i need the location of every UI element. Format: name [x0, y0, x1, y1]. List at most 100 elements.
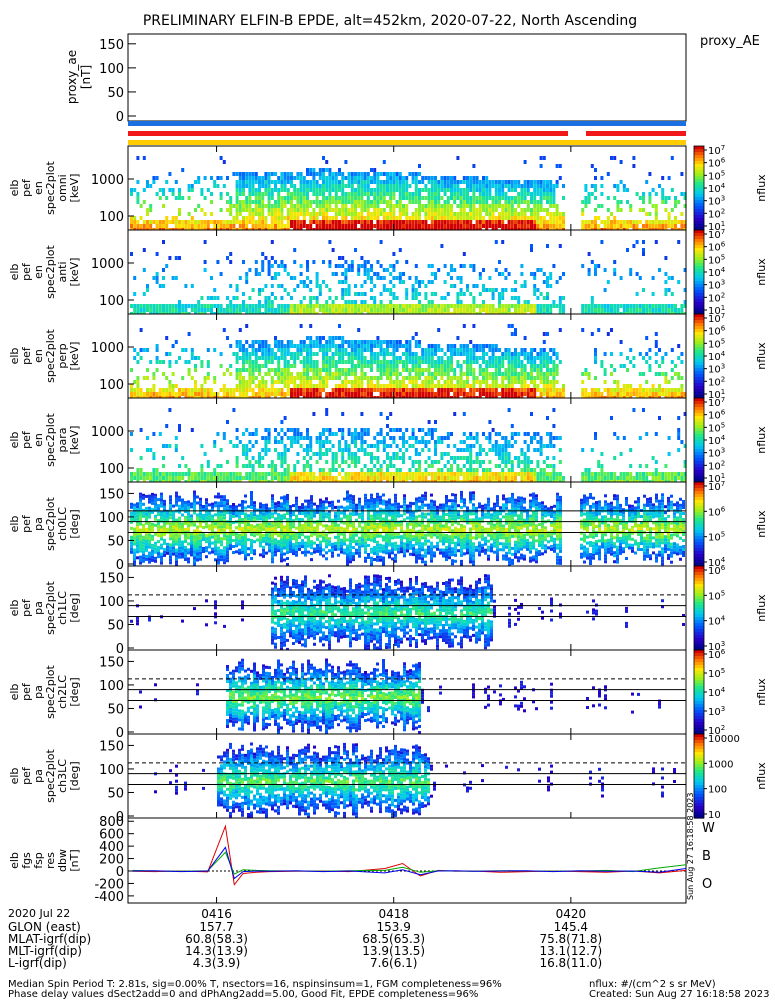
spectrogram-pixel — [648, 304, 652, 308]
spectrogram-pixel — [338, 392, 341, 396]
spectrogram-pixel — [408, 200, 412, 204]
spectrogram-pixel — [184, 220, 188, 224]
spectrogram-pixel — [536, 388, 540, 392]
spectrogram-pixel — [280, 452, 284, 456]
spectrogram-pixel — [194, 224, 197, 228]
spectrogram-pixel — [414, 468, 418, 472]
spectrogram-pixel — [664, 200, 668, 204]
spectrogram-pixel — [472, 392, 476, 396]
spectrogram-pixel — [437, 216, 441, 220]
spectrogram-pixel — [389, 224, 393, 228]
spectrogram-pixel — [370, 304, 373, 308]
spectrogram-pixel — [437, 384, 441, 388]
spectrogram-pixel — [555, 220, 559, 224]
spectrogram-pixel — [277, 208, 281, 212]
spectrogram-pixel — [366, 344, 370, 348]
spectrogram-pixel — [363, 204, 367, 208]
spectrogram-pixel — [376, 180, 380, 184]
spectrogram-pixel — [258, 208, 261, 212]
spectrogram-pixel — [440, 212, 444, 216]
spectrogram-pixel — [328, 308, 332, 312]
spectrogram-pixel — [290, 204, 293, 208]
spectrogram-pixel — [402, 176, 405, 180]
spectrogram-pixel — [552, 216, 556, 220]
spectrogram-pixel — [203, 260, 207, 264]
spectrogram-pixel — [309, 456, 313, 460]
spectrogram-pixel — [555, 180, 559, 184]
spectrogram-pixel — [283, 196, 287, 200]
spectrogram-pixel — [251, 376, 255, 380]
spectrogram-pixel — [485, 220, 489, 224]
spectrogram-pixel — [370, 456, 373, 460]
spectrogram-pixel — [613, 224, 617, 228]
spectrogram-pixel — [594, 196, 597, 200]
spectrogram-pixel — [411, 432, 415, 436]
spectrogram-pixel — [683, 268, 687, 272]
spectrogram-pixel — [562, 272, 565, 276]
spectrogram-pixel — [514, 364, 517, 368]
spectrogram-pixel — [504, 372, 508, 376]
spectrogram-pixel — [395, 444, 399, 448]
spectrogram-pixel — [290, 440, 293, 444]
spectrogram-pixel — [354, 364, 357, 368]
spectrogram-pixel — [594, 220, 597, 224]
spectrogram-pixel — [325, 452, 329, 456]
spectrogram-pixel — [520, 364, 524, 368]
spectrogram-pixel — [376, 376, 380, 380]
spectrogram-pixel — [542, 208, 546, 212]
spectrogram-pixel — [370, 176, 373, 180]
spectrogram-pixel — [530, 308, 533, 312]
spectrogram-pixel — [190, 352, 194, 356]
spectrogram-pixel — [187, 304, 191, 308]
spectrogram-pixel — [610, 156, 613, 160]
spectrogram-pixel — [440, 308, 444, 312]
spectrogram-pixel — [363, 472, 367, 476]
spectrogram-pixel — [296, 376, 300, 380]
spectrogram-pixel — [334, 220, 338, 224]
spectrogram-pixel — [546, 184, 549, 188]
spectrogram-pixel — [328, 472, 332, 476]
spectrogram-pixel — [293, 468, 297, 472]
spectrogram-pixel — [245, 272, 249, 276]
spectrogram-pixel — [613, 268, 617, 272]
spectrogram-pixel — [277, 348, 281, 352]
spectrogram-pixel — [488, 188, 492, 192]
spectrogram-pixel — [299, 192, 303, 196]
spectrogram-pixel — [133, 392, 137, 396]
spectrogram-pixel — [261, 212, 265, 216]
spectrogram-pixel — [363, 280, 367, 284]
spectrogram-pixel — [459, 364, 463, 368]
spectrogram-pixel — [398, 344, 402, 348]
spectrogram-pixel — [395, 360, 399, 364]
spectrogram-pixel — [635, 192, 639, 196]
spectrogram-pixel — [421, 224, 425, 228]
spectrogram-pixel — [299, 196, 303, 200]
spectrogram-pixel — [203, 196, 207, 200]
spectrogram-pixel — [584, 304, 588, 308]
spectrogram-pixel — [309, 384, 313, 388]
spectrogram-pixel — [677, 356, 681, 360]
spectrogram-pixel — [309, 448, 313, 452]
spectrogram-pixel — [453, 476, 457, 480]
spectrogram-pixel — [357, 184, 361, 188]
spectrogram-pixel — [331, 356, 335, 360]
spectrogram-pixel — [286, 436, 290, 440]
spectrogram-pixel — [552, 184, 556, 188]
spectrogram-pixel — [414, 296, 418, 300]
spectrogram-pixel — [312, 200, 316, 204]
spectrogram-pixel — [299, 436, 303, 440]
spectrogram-pixel — [325, 180, 329, 184]
spectrogram-pixel — [347, 444, 351, 448]
spectrogram-pixel — [405, 296, 409, 300]
spectrogram-pixel — [165, 388, 169, 392]
spectrogram-pixel — [251, 180, 255, 184]
spectrogram-pixel — [395, 452, 399, 456]
spectrogram-pixel — [536, 200, 540, 204]
spectrogram-pixel — [325, 436, 329, 440]
spectrogram-pixel — [526, 360, 530, 364]
spectrogram-pixel — [520, 348, 524, 352]
spectrogram-pixel — [587, 268, 591, 272]
spectrogram-pixel — [357, 308, 361, 312]
spectrogram-pixel — [398, 384, 402, 388]
spectrogram-pixel — [318, 168, 322, 172]
